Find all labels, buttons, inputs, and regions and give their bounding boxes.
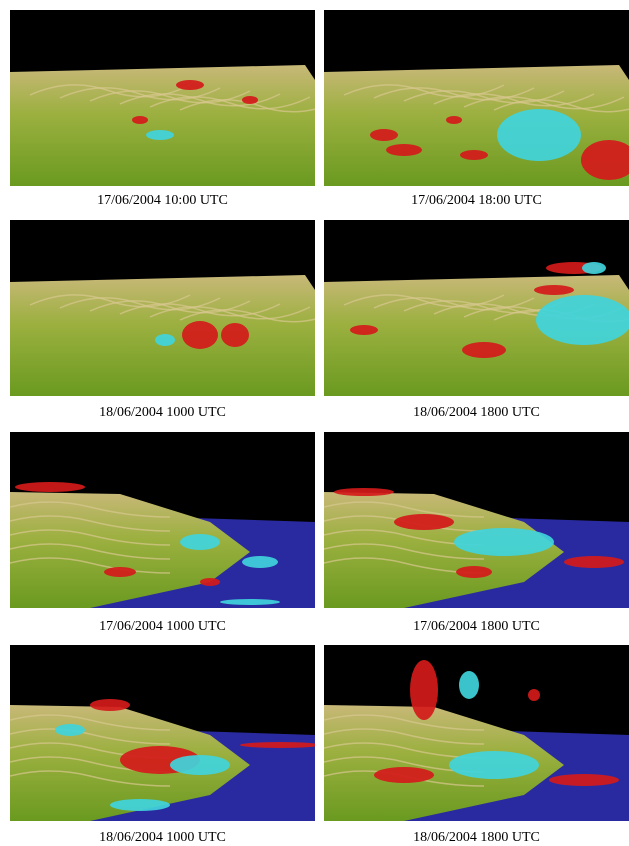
figure-page: 17/06/2004 10:00 UTC 17/06/2004 18:00 UTC… [0, 0, 629, 846]
panel-caption: 18/06/2004 1800 UTC [324, 830, 629, 846]
render-panel [10, 220, 315, 396]
cyan-isosurface [454, 528, 554, 556]
render-panel [324, 645, 629, 821]
red-isosurface [176, 80, 204, 90]
red-isosurface [564, 556, 624, 568]
panel-caption: 18/06/2004 1800 UTC [324, 405, 629, 421]
cyan-isosurface [536, 295, 629, 345]
red-isosurface [534, 285, 574, 295]
red-isosurface [182, 321, 218, 349]
red-isosurface [410, 660, 438, 720]
cyan-isosurface [459, 671, 479, 699]
cyan-isosurface [582, 262, 606, 274]
panel-caption: 17/06/2004 1000 UTC [10, 619, 315, 635]
red-isosurface [386, 144, 422, 156]
render-panel [10, 10, 315, 186]
red-isosurface [350, 325, 378, 335]
red-isosurface [462, 342, 506, 358]
render-panel [10, 432, 315, 608]
cyan-isosurface [497, 109, 581, 161]
cyan-isosurface [242, 556, 278, 568]
red-isosurface [15, 482, 85, 492]
red-isosurface [200, 578, 220, 586]
red-isosurface [549, 774, 619, 786]
red-isosurface [528, 689, 540, 701]
red-isosurface [394, 514, 454, 530]
cyan-isosurface [220, 599, 280, 605]
terrain [10, 65, 315, 186]
red-isosurface [456, 566, 492, 578]
panel-caption: 17/06/2004 1800 UTC [324, 619, 629, 635]
cyan-isosurface [180, 534, 220, 550]
cyan-isosurface [146, 130, 174, 140]
panel-caption: 18/06/2004 1000 UTC [10, 830, 315, 846]
panel-caption: 17/06/2004 10:00 UTC [10, 193, 315, 209]
red-isosurface [446, 116, 462, 124]
red-isosurface [90, 699, 130, 711]
render-panel [324, 220, 629, 396]
red-isosurface [374, 767, 434, 783]
red-isosurface [370, 129, 398, 141]
cyan-isosurface [449, 751, 539, 779]
render-panel [324, 432, 629, 608]
cyan-isosurface [155, 334, 175, 346]
red-isosurface [104, 567, 136, 577]
red-isosurface [221, 323, 249, 347]
cyan-isosurface [170, 755, 230, 775]
cyan-isosurface [110, 799, 170, 811]
red-isosurface [132, 116, 148, 124]
red-isosurface [334, 488, 394, 496]
panel-caption: 17/06/2004 18:00 UTC [324, 193, 629, 209]
panel-caption: 18/06/2004 1000 UTC [10, 405, 315, 421]
cyan-isosurface [55, 724, 85, 736]
red-isosurface [242, 96, 258, 104]
render-panel [10, 645, 315, 821]
red-isosurface [460, 150, 488, 160]
render-panel [324, 10, 629, 186]
